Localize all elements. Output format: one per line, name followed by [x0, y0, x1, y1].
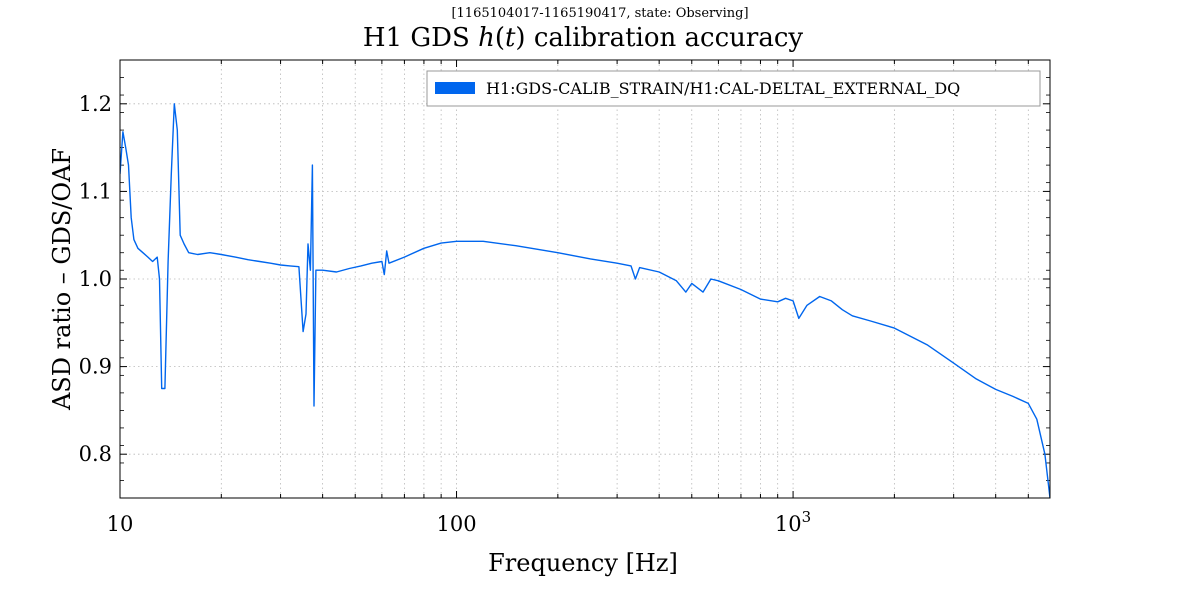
y-tick-label: 0.8 — [79, 442, 112, 466]
x-tick-label: 103 — [775, 508, 811, 536]
legend-swatch — [435, 82, 475, 94]
chart-title-argument: t — [505, 23, 516, 53]
legend-label: H1:GDS-CALIB_STRAIN/H1:CAL-DELTAL_EXTERN… — [486, 79, 960, 98]
chart-title-suffix: calibration accuracy — [526, 23, 804, 53]
chart-title: H1 GDS h(t) calibration accuracy — [363, 23, 804, 53]
y-tick-label: 1.2 — [79, 92, 112, 116]
chart-title-paren-open: ( — [495, 23, 505, 53]
x-tick-label: 100 — [436, 512, 476, 536]
plot-frame — [119, 59, 1051, 499]
y-tick-label: 0.9 — [79, 355, 112, 379]
tick-labels: 10 100 103 0.8 0.9 1.0 1.1 1.2 — [79, 92, 812, 536]
y-tick-label: 1.0 — [79, 267, 112, 291]
chart-subtitle: [1165104017-1165190417, state: Observing… — [451, 6, 748, 21]
legend-box — [426, 70, 1041, 107]
series-line — [120, 103, 1050, 498]
chart-title-paren-close: ) — [515, 23, 525, 53]
chart-title-variable: h — [478, 23, 495, 53]
y-tick-label: 1.1 — [79, 179, 112, 203]
x-tick-label: 10 — [107, 512, 134, 536]
x-axis-label: Frequency [Hz] — [488, 549, 678, 577]
legend: H1:GDS-CALIB_STRAIN/H1:CAL-DELTAL_EXTERN… — [426, 70, 1041, 107]
chart-title-prefix: H1 GDS — [363, 23, 478, 53]
grid-lines — [120, 60, 1050, 498]
y-axis-label: ASD ratio – GDS/OAF — [48, 148, 76, 411]
series-layer — [120, 103, 1050, 498]
